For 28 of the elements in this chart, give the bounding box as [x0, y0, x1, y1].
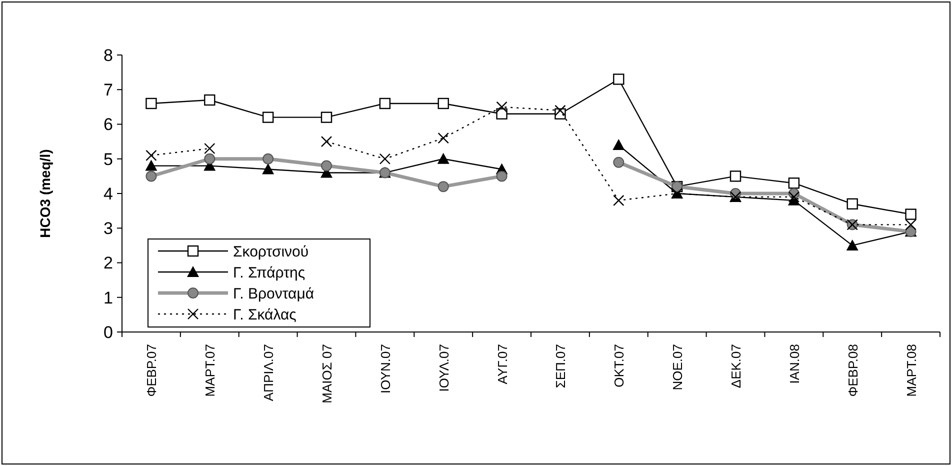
legend-label: Γ. Βρονταμά — [233, 285, 314, 302]
y-tick-label: 5 — [104, 150, 113, 169]
y-tick-label: 2 — [104, 254, 113, 273]
y-tick-label: 4 — [104, 184, 113, 204]
y-tick-label: 6 — [104, 115, 113, 134]
x-tick-label: ΜΑΡΤ.07 — [202, 344, 218, 397]
x-tick-label: ΣΕΠ.07 — [553, 344, 568, 388]
x-tick-label: ΦΕΒΡ.08 — [845, 344, 860, 397]
y-axis-title: HCO3 (meq/l) — [37, 149, 53, 238]
x-tick-label: ΙΟΥΛ.07 — [436, 344, 452, 392]
legend-label: Γ. Σκάλας — [233, 306, 296, 324]
y-tick-label: 0 — [104, 322, 113, 342]
x-tick-label: ΑΥΓ.07 — [494, 344, 510, 384]
y-tick-label: 8 — [104, 46, 113, 65]
y-tick-label: 1 — [104, 288, 113, 308]
x-tick-label: ΔΕΚ.07 — [728, 344, 744, 388]
y-tick-label: 3 — [104, 219, 113, 238]
x-tick-label: ΜΑΡΤ.08 — [904, 344, 919, 397]
y-tick-label: 7 — [104, 80, 113, 100]
x-tick-label: ΑΠΡΙΛ.07 — [261, 344, 276, 402]
x-tick-label: ΙΟΥΝ.07 — [378, 344, 393, 394]
legend-label: Σκορτσινού — [233, 243, 309, 260]
x-tick-label: ΦΕΒΡ.07 — [144, 344, 160, 397]
x-tick-label: ΟΚΤ.07 — [612, 344, 627, 388]
legend-label: Γ. Σπάρτης — [233, 264, 306, 282]
x-tick-label: ΙΑΝ.08 — [786, 344, 802, 384]
x-tick-label: ΝΟΕ.07 — [670, 344, 686, 390]
x-tick-label: ΜΑΙΟΣ 07 — [320, 344, 334, 404]
